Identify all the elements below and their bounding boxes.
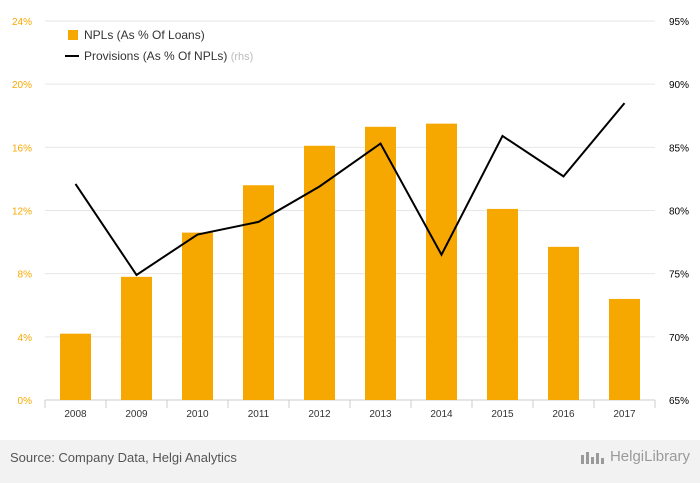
bar [304, 145, 335, 400]
bar [243, 185, 274, 400]
x-axis-tick-label: 2013 [369, 409, 392, 420]
brand-name: HelgiLibrary [609, 448, 690, 465]
legend-swatch-bar [68, 30, 78, 40]
combo-chart: 0% 4% 8% 12% 16% 20% 24% 65% 70% 75% 80% 85% 90% 95% 2… [12, 17, 689, 420]
x-axis-tick-label: 2008 [64, 409, 87, 420]
footer: Source: Company Data, Helgi Analytics He… [0, 440, 700, 483]
right-axis-tick-label: 80% [669, 207, 689, 218]
legend-label-npls: NPLs (As % Of Loans) [84, 28, 205, 42]
x-axis-tick-label: 2012 [308, 409, 331, 420]
left-axis-tick-label: 4% [18, 333, 33, 344]
x-axis-tick-label: 2017 [613, 409, 636, 420]
source-text: Source: Company Data, Helgi Analytics [10, 450, 237, 465]
x-axis-tick-label: 2010 [186, 409, 209, 420]
bar [365, 126, 396, 400]
x-axis-tick-label: 2014 [430, 409, 453, 420]
bar [609, 298, 640, 400]
series-line [74, 102, 626, 277]
bar [548, 246, 579, 400]
left-axis-tick-label: 0% [18, 396, 33, 407]
library-icon [580, 451, 604, 464]
x-axis-tick-label: 2009 [125, 409, 148, 420]
right-axis-tick-label: 95% [669, 17, 689, 28]
x-axis-tick-label: 2015 [491, 409, 514, 420]
right-axis-tick-label: 85% [669, 143, 689, 154]
right-axis-tick-label: 70% [669, 333, 689, 344]
left-axis-tick-label: 24% [12, 17, 32, 28]
right-axis-tick-label: 65% [669, 396, 689, 407]
bar [487, 208, 518, 400]
bar [182, 232, 213, 400]
brand-logo[interactable]: HelgiLibrary [580, 448, 690, 465]
x-axis-tick-label: 2016 [552, 409, 575, 420]
left-axis-tick-label: 8% [18, 270, 33, 281]
bar [121, 276, 152, 400]
right-axis-tick-label: 90% [669, 80, 689, 91]
legend-rhs-note: (rhs) [231, 51, 254, 63]
right-axis-tick-label: 75% [669, 270, 689, 281]
bar [60, 333, 91, 400]
left-axis-tick-label: 16% [12, 143, 32, 154]
bar [426, 123, 457, 400]
left-axis-tick-label: 12% [12, 207, 32, 218]
x-axis-tick-label: 2011 [248, 409, 270, 420]
legend-label-provisions: Provisions (As % Of NPLs) (rhs) [84, 49, 253, 63]
left-axis-tick-label: 20% [12, 80, 32, 91]
